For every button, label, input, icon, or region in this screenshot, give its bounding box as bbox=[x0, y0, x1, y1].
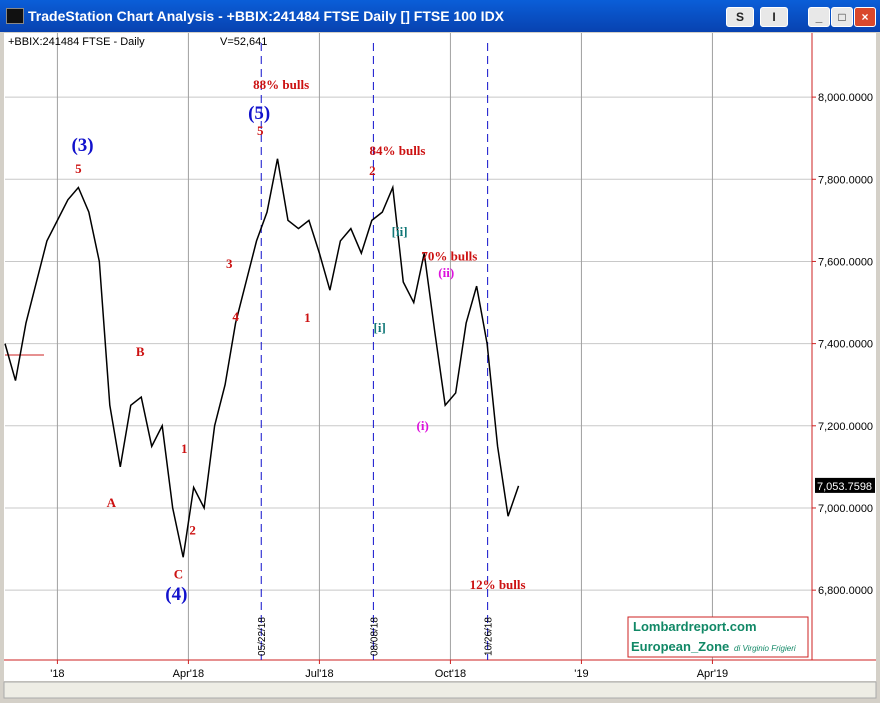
y-tick-label: 8,000.0000 bbox=[818, 92, 873, 104]
scrollbar[interactable] bbox=[3, 681, 877, 699]
x-tick-label: Jul'18 bbox=[305, 668, 333, 680]
wave-annotation: C bbox=[174, 566, 183, 581]
wave-annotation: 84% bulls bbox=[369, 143, 425, 158]
logo-site: Lombardreport.com bbox=[633, 619, 757, 634]
x-tick-label: '19 bbox=[574, 668, 588, 680]
wave-annotation: [i] bbox=[374, 320, 386, 335]
date-label: 08/08/18 bbox=[369, 617, 380, 656]
wave-annotation: 88% bulls bbox=[253, 77, 309, 92]
maximize-button[interactable]: □ bbox=[831, 7, 853, 27]
last-price-label: 7,053.7598 bbox=[817, 481, 872, 493]
close-button[interactable]: × bbox=[854, 7, 876, 27]
wave-annotation: 5 bbox=[75, 161, 82, 176]
logo-zone: European_Zone bbox=[631, 639, 729, 654]
title-bar: TradeStation Chart Analysis - +BBIX:2414… bbox=[0, 0, 880, 32]
wave-annotation: 3 bbox=[226, 256, 233, 271]
logo-author: di Virginio Frigieri bbox=[734, 644, 796, 653]
y-tick-label: 7,400.0000 bbox=[818, 339, 873, 351]
insert-button[interactable]: I bbox=[760, 7, 788, 27]
y-tick-label: 7,200.0000 bbox=[818, 421, 873, 433]
wave-annotation: (ii) bbox=[438, 265, 454, 280]
last-price-box bbox=[815, 477, 875, 493]
window-title: TradeStation Chart Analysis - +BBIX:2414… bbox=[28, 8, 505, 24]
y-tick-label: 7,600.0000 bbox=[818, 256, 873, 268]
wave-annotation: 5 bbox=[257, 123, 264, 138]
wave-annotation: 2 bbox=[189, 522, 196, 537]
date-label: 05/22/18 bbox=[257, 617, 268, 656]
wave-annotation: (4) bbox=[165, 584, 187, 605]
x-tick-label: Apr'18 bbox=[173, 668, 204, 680]
y-tick-label: 7,000.0000 bbox=[818, 503, 873, 515]
wave-annotation: 2 bbox=[369, 163, 376, 178]
wave-annotation: A bbox=[107, 495, 117, 510]
logo-box bbox=[627, 616, 809, 658]
app-icon bbox=[6, 8, 24, 24]
wave-annotation: 1 bbox=[304, 310, 311, 325]
style-button[interactable]: S bbox=[726, 7, 754, 27]
plot-background bbox=[4, 33, 876, 681]
y-tick-label: 7,800.0000 bbox=[818, 174, 873, 186]
price-line bbox=[4, 158, 520, 558]
x-tick-label: '18 bbox=[50, 668, 64, 680]
wave-annotation: B bbox=[136, 344, 145, 359]
wave-annotation: 4 bbox=[232, 309, 239, 324]
chart-header: +BBIX:241484 FTSE - Daily bbox=[8, 36, 145, 48]
wave-annotation: (3) bbox=[71, 135, 93, 156]
wave-annotation: 12% bulls bbox=[470, 577, 526, 592]
date-label: 10/26/18 bbox=[484, 617, 495, 656]
wave-annotation: [ii] bbox=[392, 224, 408, 239]
y-tick-label: 6,800.0000 bbox=[818, 585, 873, 597]
wave-annotation: 70% bulls bbox=[421, 248, 477, 263]
x-tick-label: Oct'18 bbox=[435, 668, 466, 680]
minimize-button[interactable]: _ bbox=[808, 7, 830, 27]
wave-annotation: 1 bbox=[181, 441, 188, 456]
x-tick-label: Apr'19 bbox=[697, 668, 728, 680]
volume-label: V=52,641 bbox=[220, 36, 267, 48]
wave-annotation: (5) bbox=[248, 103, 270, 124]
wave-annotation: (i) bbox=[417, 418, 429, 433]
